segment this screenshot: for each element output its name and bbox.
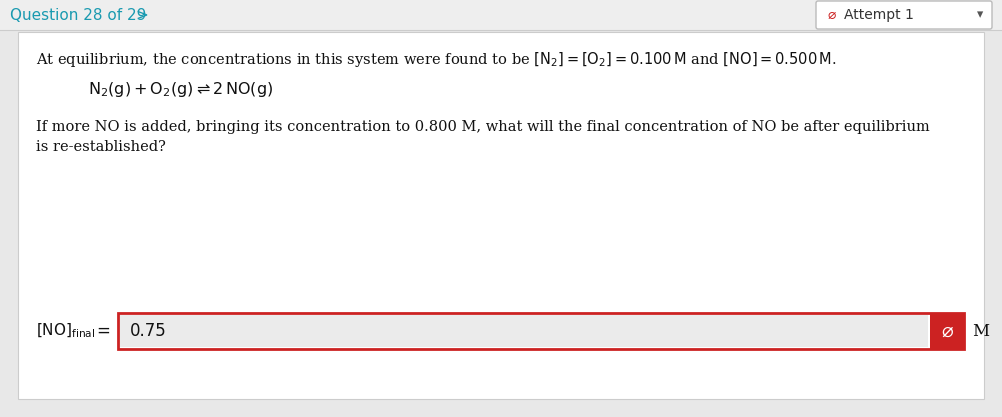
- Text: ⌀: ⌀: [828, 8, 837, 22]
- Text: M: M: [972, 322, 989, 339]
- Text: ⌀: ⌀: [941, 322, 953, 341]
- Bar: [0, 0, 1002, 30]
- Bar: [120, 315, 928, 347]
- Text: Attempt 1: Attempt 1: [844, 8, 914, 22]
- Bar: [930, 313, 964, 349]
- Text: ▾: ▾: [977, 8, 983, 22]
- Bar: [118, 313, 964, 349]
- Text: $\mathrm{N_2(g) + O_2(g) \rightleftharpoons 2\,NO(g)}$: $\mathrm{N_2(g) + O_2(g) \rightleftharpo…: [88, 80, 274, 99]
- Text: is re-established?: is re-established?: [36, 140, 166, 154]
- Text: Question 28 of 29: Question 28 of 29: [10, 8, 146, 23]
- Bar: [18, 32, 984, 399]
- Text: If more NO is added, bringing its concentration to 0.800 M, what will the final : If more NO is added, bringing its concen…: [36, 120, 930, 134]
- Text: 0.75: 0.75: [130, 322, 166, 340]
- FancyBboxPatch shape: [816, 1, 992, 29]
- Text: $[\mathrm{NO}]_{\mathrm{final}}$: $[\mathrm{NO}]_{\mathrm{final}}$: [36, 322, 95, 340]
- Text: =: =: [96, 322, 110, 340]
- Text: >: >: [135, 8, 147, 23]
- Text: At equilibrium, the concentrations in this system were found to be $[\mathrm{N_2: At equilibrium, the concentrations in th…: [36, 50, 837, 69]
